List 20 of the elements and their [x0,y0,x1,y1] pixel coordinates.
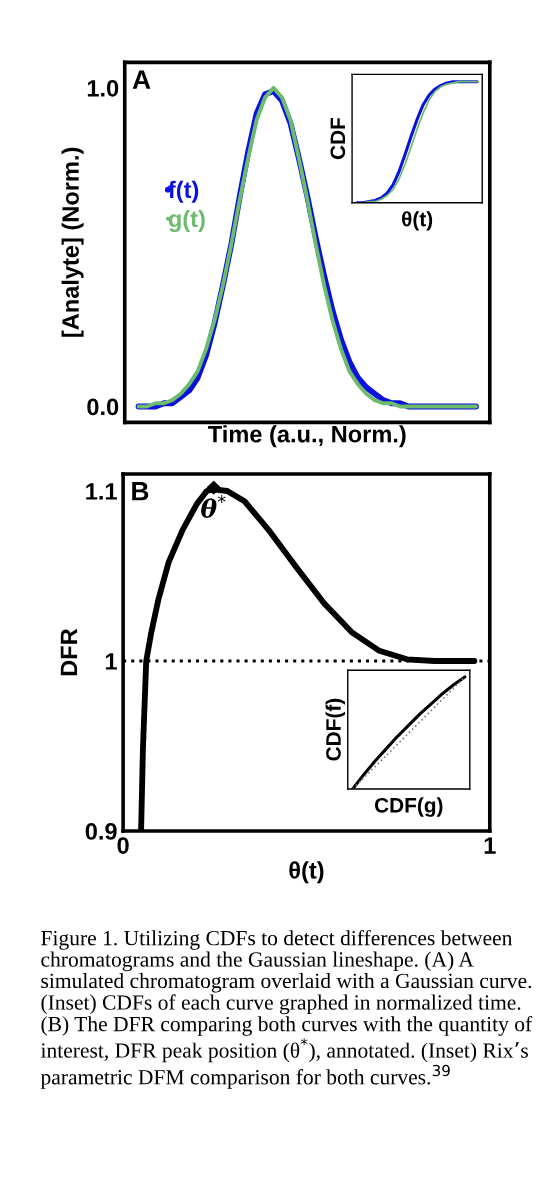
y-axis-title: DFR [60,628,78,676]
y-tick-label: 1.1 [86,483,117,500]
y-axis-title: CDF [330,117,346,160]
x-axis-title: Time (a.u., Norm.) [208,425,406,448]
legend-label: g(t) [168,209,205,232]
text: Figure 1. Utilizing CDFs to detect differences between chromatograms and the Gaussian lineshape. (A) A simulated chromatogram overlaid with a Gaussian curve. (Inset) CDFs of each curve graphed in normalized time. (B) The DFR comparing both curves with the quantity of interest, DFR peak position (θ$^{*}$), annotated. (Inset) Rix’s parametric DFM comparison for both curves.$^{39}$ [40,930,533,1089]
x-axis-title: θ(t) [289,861,324,884]
y-axis-title: [Analyte] (Norm.) [61,147,84,337]
legend-label: f(t) [168,180,199,203]
y-tick-label: 0.9 [85,823,117,840]
x-tick-label: 0 [117,837,129,854]
y-tick-label: 0.0 [87,398,119,416]
annotation: B [132,482,149,501]
annotation: θ$^{*}$ [201,494,226,518]
y-axis-title: CDF(f) [325,698,345,761]
y-tick-label: 1.0 [87,79,119,97]
x-axis-title: θ(t) [402,211,433,231]
x-axis-title: CDF(g) [374,797,443,817]
y-tick-label: 1 [105,653,117,670]
annotation: A [132,70,151,89]
